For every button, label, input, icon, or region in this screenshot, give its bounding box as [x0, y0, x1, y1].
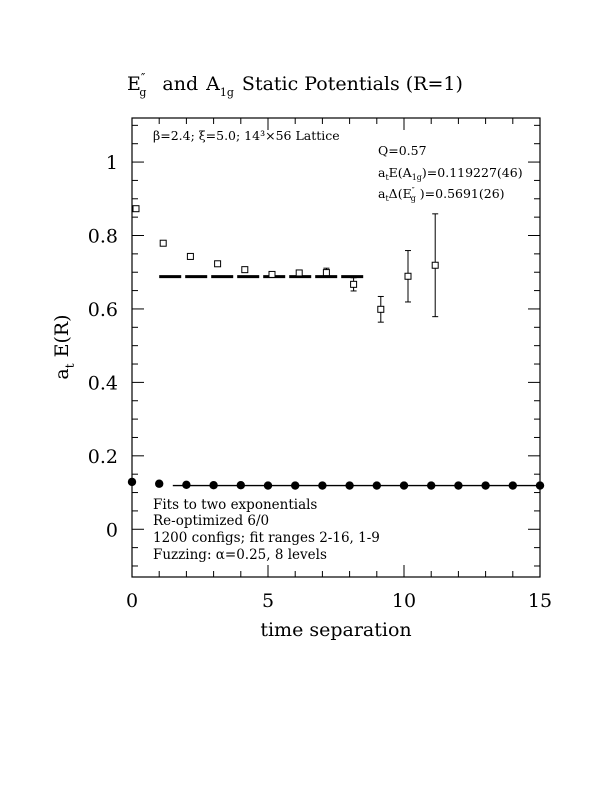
data-point-square — [159, 239, 167, 247]
data-point-square — [186, 252, 194, 260]
data-point-square — [322, 269, 330, 277]
data-point-circle — [236, 481, 245, 490]
data-point-circle — [209, 481, 218, 490]
data-point-circle — [535, 481, 545, 490]
series-a1g-points — [127, 477, 545, 490]
fit-eg-gap: atΔ(E″ g )=0.5691(26) — [378, 186, 505, 203]
fit-lines — [159, 275, 540, 487]
data-point-circle — [345, 481, 354, 490]
x-tick-label: 5 — [262, 590, 274, 612]
note-fits: Fits to two exponentials — [153, 497, 317, 513]
data-point-circle — [427, 481, 436, 490]
data-point-circle — [481, 481, 490, 490]
x-axis-label: time separation — [260, 619, 411, 641]
data-point-circle — [454, 481, 463, 490]
data-point-circle — [291, 481, 300, 490]
series-eg-points — [132, 205, 439, 323]
data-point-square — [241, 266, 249, 274]
data-point-circle — [155, 479, 164, 488]
note-fuzzing: Fuzzing: α=0.25, 8 levels — [153, 547, 327, 563]
y-tick-label: 0 — [106, 519, 118, 541]
y-axis-label: atE(R) — [51, 314, 77, 379]
x-tick-label: 15 — [528, 590, 552, 612]
y-tick-label: 0.6 — [88, 299, 118, 321]
data-point-circle — [399, 481, 409, 490]
x-tick-label: 0 — [126, 590, 138, 612]
data-point-square — [377, 305, 385, 313]
data-point-circle — [508, 481, 517, 490]
fit-a1g-energy: atE(A1g)=0.119227(46) — [378, 165, 523, 182]
plot-frame — [131, 117, 541, 578]
data-point-circle — [318, 481, 327, 490]
data-point-square — [404, 272, 412, 280]
y-tick-label: 0.2 — [88, 446, 118, 468]
note-configs: 1200 configs; fit ranges 2-16, 1-9 — [153, 530, 380, 546]
y-tick-label: 0.4 — [88, 372, 118, 394]
y-tick-label: 0.8 — [88, 226, 118, 248]
axis-ticks — [131, 118, 541, 577]
data-point-circle — [263, 481, 273, 490]
fit-q-value: Q=0.57 — [378, 143, 427, 158]
x-tick-label: 10 — [392, 590, 416, 612]
lattice-note: β=2.4; ξ=5.0; 14³×56 Lattice — [153, 128, 340, 143]
data-point-square — [431, 261, 439, 269]
data-point-square — [268, 270, 276, 278]
axis-tick-labels: 0 5 10 15 0 0.2 0.4 0.6 0.8 1 — [88, 152, 552, 612]
y-tick-label: 1 — [106, 152, 118, 174]
chart-title: E″ g and A1g Static Potentials (R=1) — [127, 71, 463, 99]
data-point-square — [214, 260, 222, 268]
note-reoptimized: Re-optimized 6/0 — [153, 513, 269, 529]
data-point-square — [350, 280, 358, 288]
data-point-circle — [127, 477, 137, 487]
data-point-circle — [372, 481, 381, 490]
data-point-square — [132, 205, 140, 213]
data-point-square — [295, 269, 303, 277]
data-point-circle — [182, 480, 191, 490]
